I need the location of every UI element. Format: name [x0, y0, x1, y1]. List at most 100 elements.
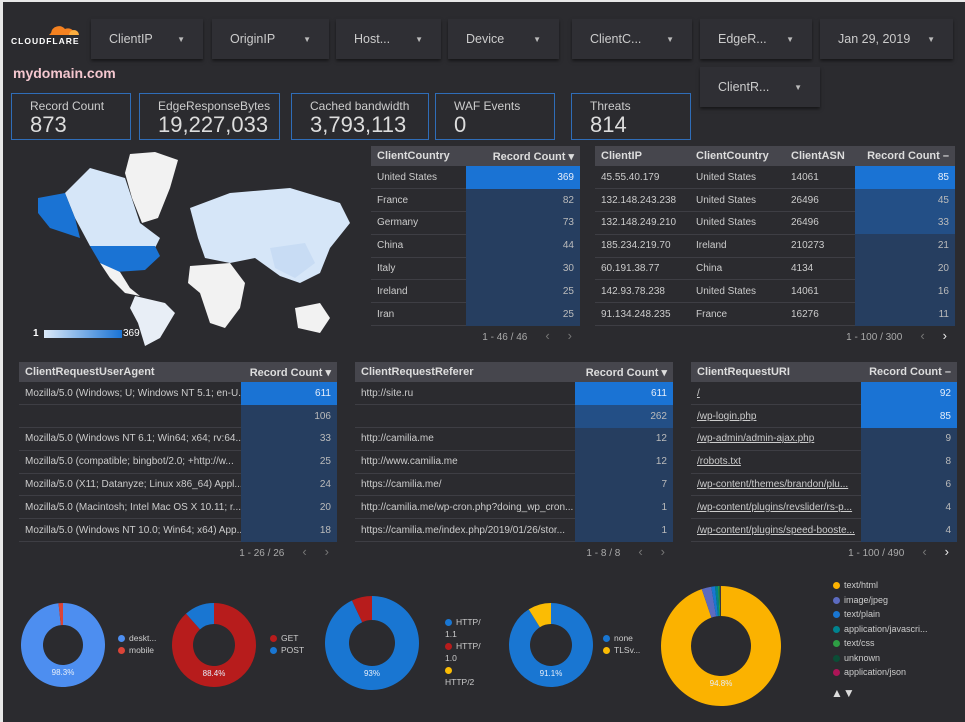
chevron-left-icon[interactable]: ‹ [638, 544, 643, 559]
column-header[interactable]: Record Count ▾ [575, 362, 673, 382]
filter-dropdown[interactable]: Jan 29, 2019 ▼ [820, 19, 953, 59]
donut-slice[interactable] [20, 603, 106, 687]
chevron-right-icon[interactable]: › [324, 544, 329, 559]
table-row[interactable]: 106 [19, 404, 337, 429]
chevron-left-icon[interactable]: ‹ [922, 544, 927, 559]
filter-dropdown[interactable]: Host... ▼ [336, 19, 441, 59]
donut-slice[interactable] [711, 586, 718, 617]
table-row[interactable]: / 92 [691, 382, 957, 406]
legend-item[interactable]: application/json [833, 665, 928, 680]
donut-slice[interactable] [172, 603, 256, 687]
chevron-right-icon[interactable]: › [660, 544, 665, 559]
donut-slice[interactable] [509, 603, 593, 687]
table-row[interactable]: /robots.txt 8 [691, 450, 957, 474]
table-row[interactable]: http://camilia.me/wp-cron.php?doing_wp_c… [355, 495, 673, 520]
table-row[interactable]: 185.234.219.70 Ireland 210273 21 [595, 234, 955, 258]
table-row[interactable]: China 44 [371, 234, 580, 258]
filter-dropdown[interactable]: EdgeR... ▼ [700, 19, 812, 59]
column-header[interactable]: ClientRequestURI [691, 362, 861, 382]
legend-item[interactable]: deskt... [118, 632, 156, 644]
column-header[interactable]: ClientCountry [371, 146, 466, 166]
chevron-left-icon[interactable]: ‹ [302, 544, 307, 559]
column-header[interactable]: Record Count ▾ [241, 362, 337, 382]
donut-slice[interactable] [528, 603, 551, 628]
legend-item[interactable]: HTTP/ 1.0 [445, 640, 485, 664]
table-row[interactable]: https://camilia.me/index.php/2019/01/26/… [355, 518, 673, 543]
column-header[interactable]: Record Count – [855, 146, 955, 166]
table-row[interactable]: 262 [355, 404, 673, 429]
column-header[interactable]: ClientRequestReferer [355, 362, 575, 382]
chevron-right-icon[interactable]: › [944, 544, 949, 559]
donut-slice[interactable] [661, 586, 781, 706]
table-row[interactable]: http://www.camilia.me 12 [355, 450, 673, 474]
filter-dropdown[interactable]: OriginIP ▼ [212, 19, 329, 59]
table-row[interactable]: /wp-content/plugins/speed-booste... 4 [691, 518, 957, 543]
column-header[interactable]: ClientCountry [690, 146, 785, 166]
table-row[interactable]: http://camilia.me 12 [355, 427, 673, 451]
legend-item[interactable]: POST [270, 644, 304, 656]
legend-item[interactable]: GET [270, 632, 304, 644]
donut-slice[interactable] [714, 586, 720, 617]
table-row[interactable]: http://site.ru 611 [355, 382, 673, 406]
table-row[interactable]: Mozilla/5.0 (Macintosh; Intel Mac OS X 1… [19, 495, 337, 520]
donut-slice[interactable] [701, 586, 717, 618]
table-row[interactable]: Mozilla/5.0 (Windows NT 10.0; Win64; x64… [19, 518, 337, 543]
table-row[interactable]: Iran 25 [371, 302, 580, 327]
table-row[interactable]: /wp-content/plugins/revslider/rs-p... 4 [691, 495, 957, 520]
filter-dropdown[interactable]: ClientR... ▼ [700, 67, 820, 107]
table-row[interactable]: Ireland 25 [371, 279, 580, 304]
legend-item[interactable]: HTTP/ 1.1 [445, 616, 485, 640]
table-row[interactable]: France 82 [371, 188, 580, 213]
donut-slice[interactable] [58, 603, 63, 626]
table-row[interactable]: Italy 30 [371, 257, 580, 281]
filter-dropdown[interactable]: Device ▼ [448, 19, 559, 59]
legend-page-arrows[interactable]: ▲▼ [831, 686, 855, 700]
column-header[interactable]: ClientIP [595, 146, 690, 166]
chevron-right-icon[interactable]: › [942, 328, 947, 343]
legend-item[interactable]: text/css [833, 636, 928, 651]
table-row[interactable]: Mozilla/5.0 (Windows; U; Windows NT 5.1;… [19, 382, 337, 406]
chevron-right-icon[interactable]: › [567, 328, 572, 343]
legend-item[interactable]: TLSv... [603, 644, 640, 656]
filter-dropdown[interactable]: ClientC... ▼ [572, 19, 692, 59]
donut-slice[interactable] [717, 586, 721, 617]
donut-slice[interactable] [719, 586, 721, 617]
table-row[interactable]: https://camilia.me/7 [355, 473, 673, 497]
column-header[interactable]: Record Count ▾ [466, 146, 580, 166]
table-row[interactable]: /wp-content/themes/brandon/plu... 6 [691, 473, 957, 497]
legend-item[interactable]: application/javascri... [833, 622, 928, 637]
chevron-left-icon[interactable]: ‹ [545, 328, 550, 343]
table-row[interactable]: Mozilla/5.0 (X11; Datanyze; Linux x86_64… [19, 473, 337, 497]
legend-item[interactable]: text/html [833, 578, 928, 593]
uri-link[interactable]: /robots.txt [697, 456, 741, 468]
chevron-left-icon[interactable]: ‹ [920, 328, 925, 343]
table-row[interactable]: 132.148.249.210 United States 26496 33 [595, 211, 955, 235]
uri-link[interactable]: /wp-content/themes/brandon/plu... [697, 479, 849, 491]
legend-item[interactable]: none [603, 632, 640, 644]
filter-dropdown[interactable]: ClientIP ▼ [91, 19, 203, 59]
column-header[interactable]: Record Count – [861, 362, 957, 382]
table-row[interactable]: 142.93.78.238 United States 14061 16 [595, 279, 955, 304]
uri-link[interactable]: /wp-content/plugins/revslider/rs-p... [697, 501, 853, 513]
table-row[interactable]: Mozilla/5.0 (Windows NT 6.1; Win64; x64;… [19, 427, 337, 451]
uri-link[interactable]: /wp-admin/admin-ajax.php [697, 433, 815, 445]
table-row[interactable]: 45.55.40.179 United States 14061 85 [595, 166, 955, 190]
uri-link[interactable]: / [697, 387, 700, 399]
legend-item[interactable]: unknown [833, 651, 928, 666]
table-row[interactable]: 91.134.248.235 France 16276 11 [595, 302, 955, 327]
table-row[interactable]: United States 369 [371, 166, 580, 190]
legend-item[interactable]: image/jpeg [833, 593, 928, 608]
donut-slice[interactable] [351, 596, 372, 623]
table-row[interactable]: 60.191.38.77 China 4134 20 [595, 257, 955, 281]
table-row[interactable]: /wp-admin/admin-ajax.php 9 [691, 427, 957, 451]
uri-link[interactable]: /wp-content/plugins/speed-booste... [697, 524, 855, 536]
column-header[interactable]: ClientASN [785, 146, 855, 166]
table-row[interactable]: Mozilla/5.0 (compatible; bingbot/2.0; +h… [19, 450, 337, 474]
legend-item[interactable]: HTTP/2 [445, 664, 485, 688]
donut-slice[interactable] [325, 596, 419, 690]
table-row[interactable]: Germany 73 [371, 211, 580, 235]
table-row[interactable]: 132.148.243.238 United States 26496 45 [595, 188, 955, 213]
legend-item[interactable]: mobile [118, 644, 156, 656]
uri-link[interactable]: /wp-login.php [697, 410, 757, 422]
donut-slice[interactable] [186, 603, 214, 630]
